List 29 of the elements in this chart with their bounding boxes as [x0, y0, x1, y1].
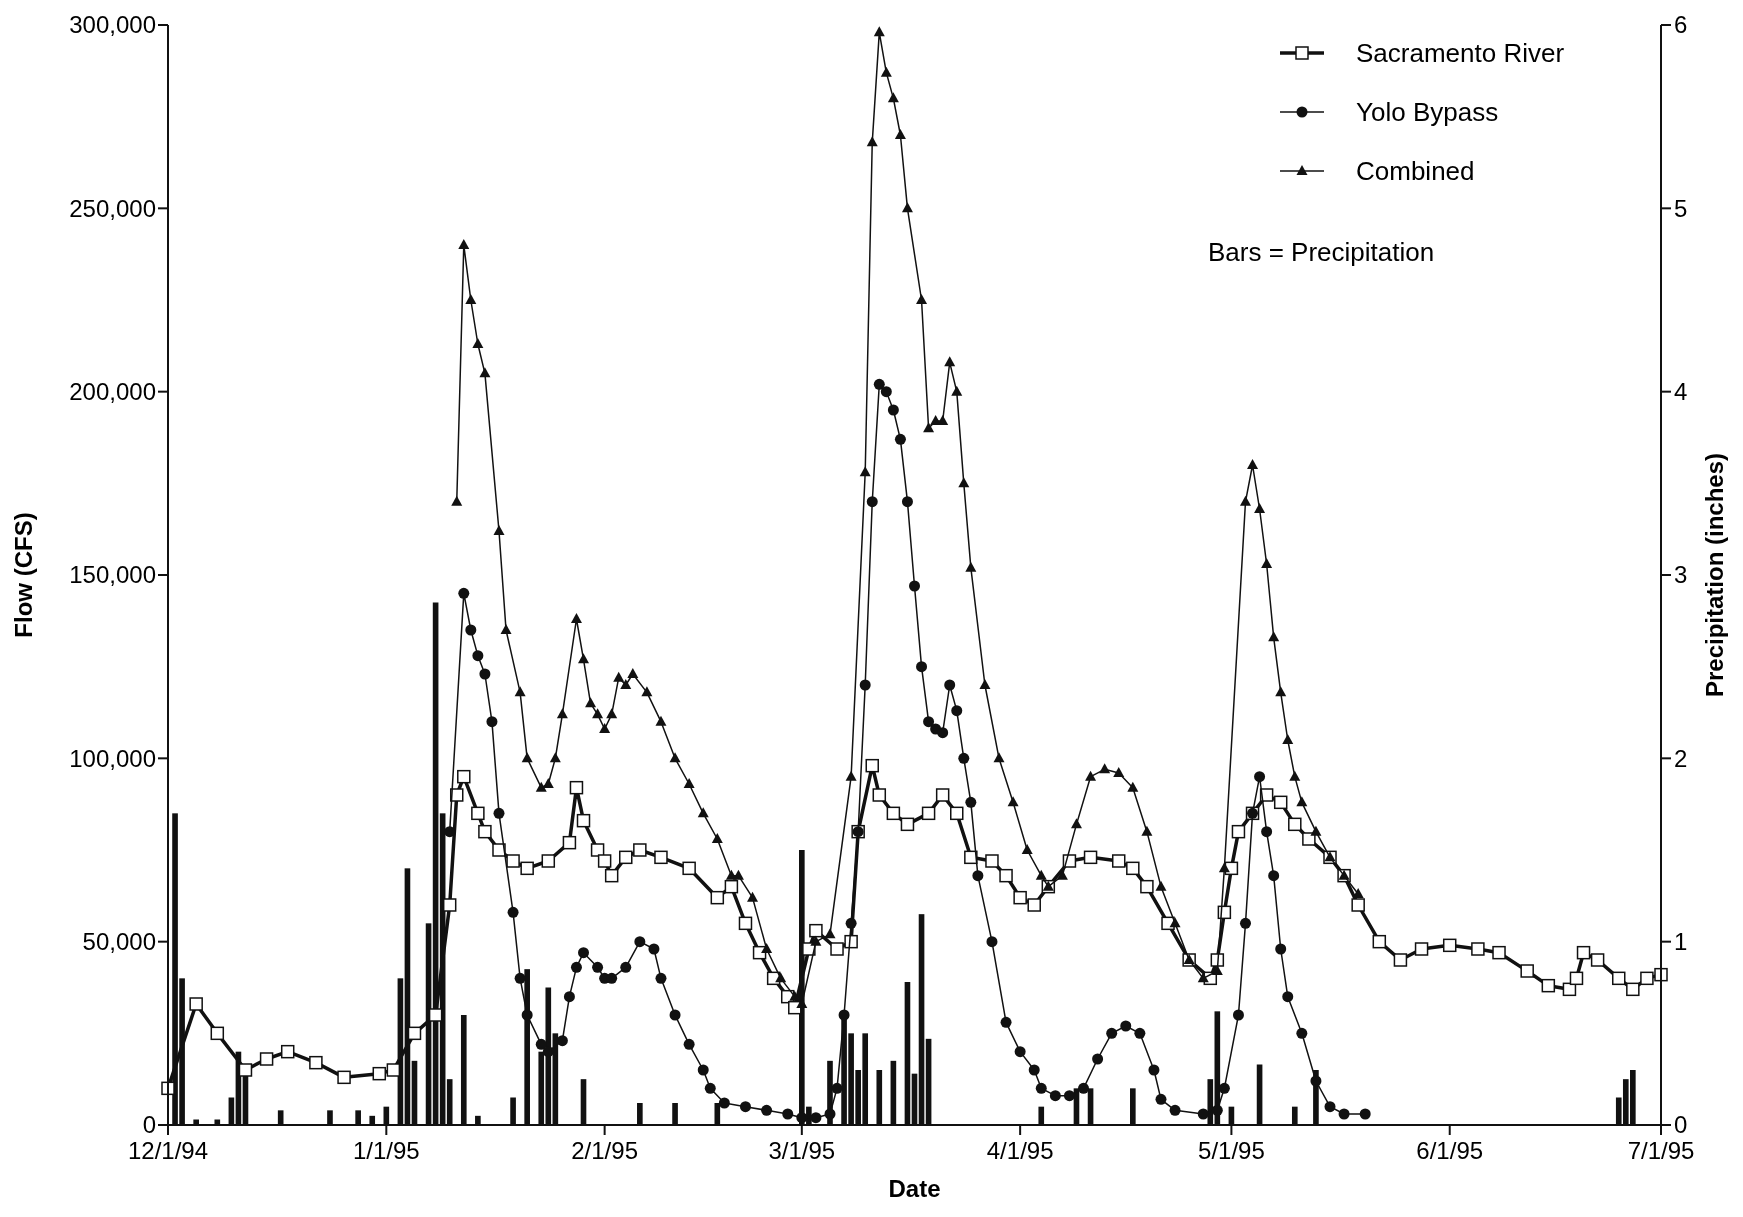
x-tick-label: 2/1/95 [571, 1137, 638, 1164]
legend-label: Sacramento River [1356, 38, 1565, 69]
y2-tick-label: 0 [1674, 1111, 1688, 1139]
x-tick-label: 4/1/95 [986, 1137, 1054, 1164]
y-tick-label: 300,000 [69, 11, 156, 39]
annotation: Bars = Precipitation [1208, 237, 1435, 268]
x-tick-label: 12/1/94 [127, 1137, 209, 1164]
y-tick-label: 50,000 [82, 928, 156, 956]
legend-label: Combined [1356, 156, 1475, 187]
y2-tick-label: 4 [1674, 378, 1688, 406]
x-tick-label: 1/1/95 [352, 1137, 420, 1164]
x-axis-title: Date [888, 1175, 941, 1202]
x-tick-label: 3/1/95 [768, 1137, 836, 1164]
y2-tick-label: 6 [1674, 11, 1688, 39]
y2-tick-label: 2 [1674, 744, 1688, 772]
y2-tick-label: 5 [1674, 194, 1688, 222]
y-tick-label: 150,000 [69, 561, 156, 589]
x-tick-label: 6/1/95 [1416, 1137, 1484, 1164]
y2-tick-label: 1 [1674, 928, 1688, 956]
y-axis-title: Flow (CFS) [10, 512, 37, 638]
y-tick-label: 200,000 [69, 378, 156, 406]
x-tick-label: 7/1/95 [1627, 1137, 1695, 1164]
x-tick-label: 5/1/95 [1198, 1137, 1265, 1164]
y2-tick-label: 3 [1674, 561, 1688, 589]
y-tick-label: 100,000 [69, 744, 156, 772]
legend-label: Yolo Bypass [1356, 97, 1499, 128]
y-tick-label: 0 [142, 1111, 156, 1139]
y2-axis-title: Precipitation (inches) [1701, 452, 1728, 698]
y-tick-label: 250,000 [69, 194, 156, 222]
